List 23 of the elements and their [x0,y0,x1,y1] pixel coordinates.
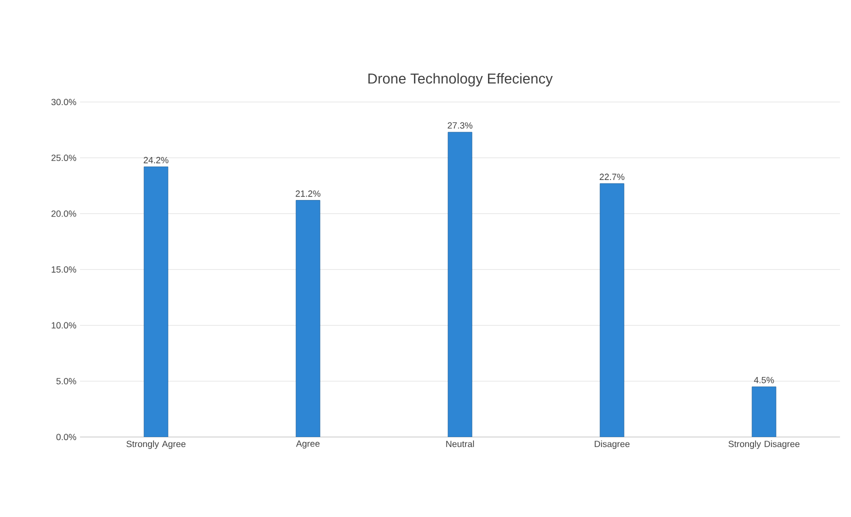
x-tick-label: Strongly Agree [126,440,186,449]
x-tick-label: Neutral [446,440,474,448]
y-tick-label: 5.0% [56,378,76,384]
y-tick-label: 30.0% [51,98,76,106]
chart-title: Drone Technology Effeciency [368,73,553,87]
y-tick-label: 20.0% [52,210,76,217]
bar [448,132,472,437]
data-label: 4.5% [754,376,774,384]
y-tick-label: 10.0% [52,322,76,329]
data-label: 27.3% [448,122,472,129]
x-tick-label: Agree [296,440,320,449]
x-tick-label: Strongly Disagree [728,440,800,449]
bar [144,166,168,437]
x-tick-label: Disagree [594,440,630,449]
bar [752,386,776,437]
data-label: 21.2% [296,190,320,197]
bar [600,183,624,437]
bar [296,200,320,437]
y-tick-label: 25.0% [52,154,76,162]
data-label: 24.2% [144,156,168,164]
y-tick-label: 0.0% [56,434,76,440]
y-tick-label: 15.0% [52,266,76,273]
data-label: 22.7% [600,174,624,180]
